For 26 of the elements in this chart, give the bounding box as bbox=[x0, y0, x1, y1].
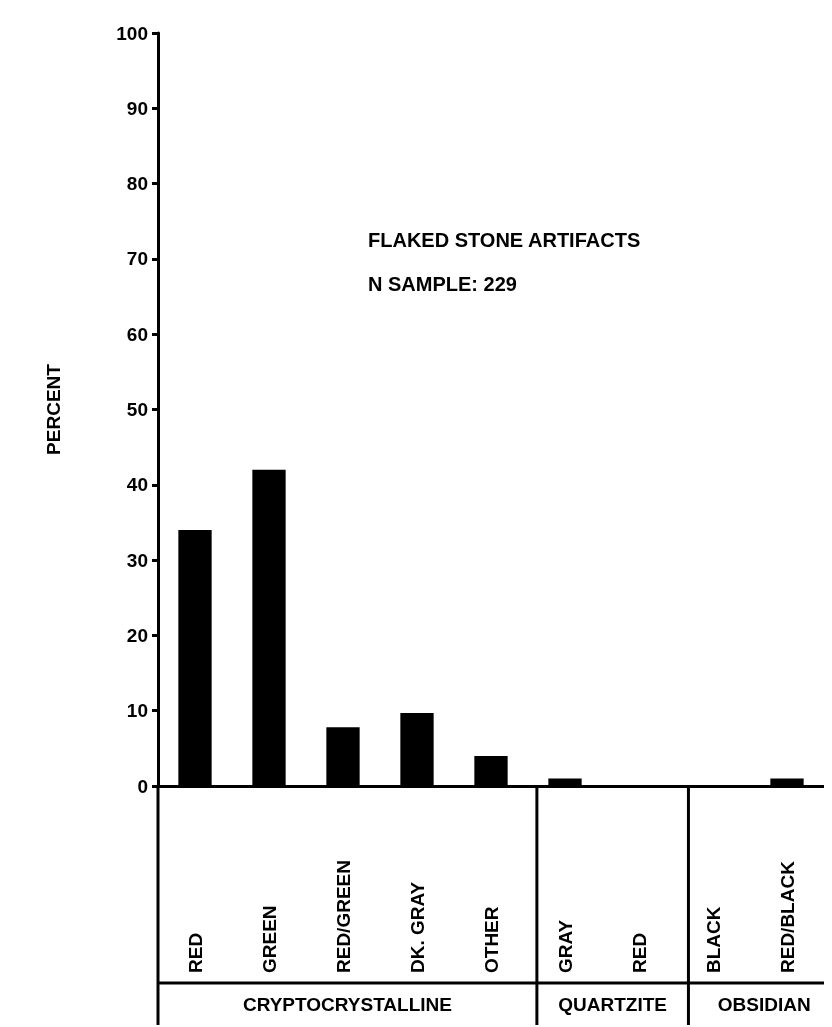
y-tick-label: 20 bbox=[126, 624, 148, 646]
text: OBSIDIAN bbox=[717, 993, 811, 1015]
x-tick-label: RED/GREEN bbox=[332, 860, 354, 973]
y-tick-label: 100 bbox=[116, 22, 148, 44]
y-tick-label: 50 bbox=[126, 399, 148, 420]
text: FLAKED STONE ARTIFACTS bbox=[368, 229, 641, 251]
y-tick-label: 30 bbox=[126, 549, 148, 571]
x-tick-label: OTHER bbox=[480, 906, 502, 973]
text: N SAMPLE: 229 bbox=[368, 273, 517, 295]
x-tick-label: GREEN bbox=[258, 905, 280, 973]
text: QUARTZITE bbox=[558, 993, 668, 1015]
y-tick-label: 40 bbox=[126, 474, 148, 496]
y-tick-label: 90 bbox=[126, 97, 148, 119]
y-tick-label: 80 bbox=[126, 173, 148, 195]
x-tick-label: RED bbox=[184, 932, 206, 973]
x-tick-label: DK. GRAY bbox=[406, 881, 428, 973]
y-tick-label: 70 bbox=[126, 248, 148, 270]
text: CRYPTOCRYSTALLINE bbox=[242, 993, 452, 1015]
y-tick-label: 60 bbox=[126, 323, 148, 345]
x-tick-label: RED bbox=[628, 932, 650, 973]
y-axis-title: PERCENT bbox=[43, 363, 64, 455]
x-tick-label: BLACK bbox=[702, 906, 724, 973]
x-tick-label: GRAY bbox=[554, 919, 576, 973]
y-tick-label: 0 bbox=[137, 775, 148, 797]
x-tick-label: RED/BLACK bbox=[776, 860, 798, 973]
y-tick-label: 10 bbox=[126, 700, 148, 722]
